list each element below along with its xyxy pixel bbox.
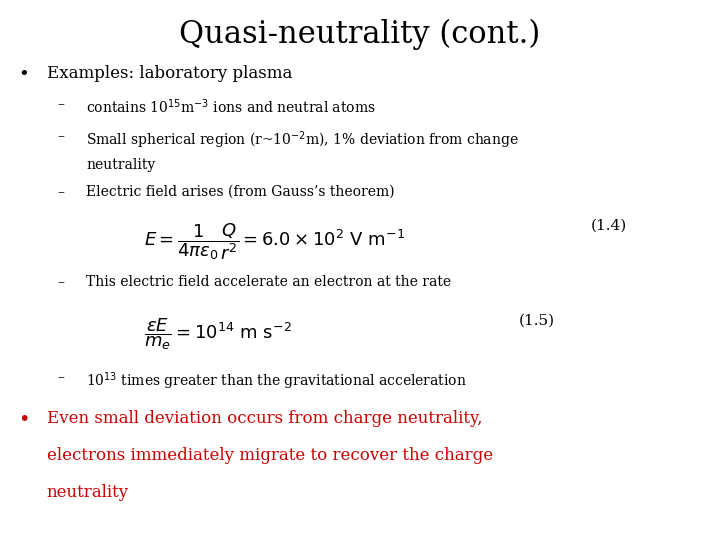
Text: electrons immediately migrate to recover the charge: electrons immediately migrate to recover…	[47, 447, 493, 464]
Text: •: •	[18, 410, 30, 429]
Text: Quasi-neutrality (cont.): Quasi-neutrality (cont.)	[179, 19, 541, 50]
Text: (1.4): (1.4)	[590, 219, 626, 233]
Text: Small spherical region (r~10$^{-2}$m), 1% deviation from change: Small spherical region (r~10$^{-2}$m), 1…	[86, 130, 519, 151]
Text: 10$^{13}$ times greater than the gravitational acceleration: 10$^{13}$ times greater than the gravita…	[86, 370, 467, 392]
Text: $\dfrac{\epsilon E}{m_e} = 10^{14}\ \mathrm{m\ s^{-2}}$: $\dfrac{\epsilon E}{m_e} = 10^{14}\ \mat…	[144, 316, 292, 352]
Text: Even small deviation occurs from charge neutrality,: Even small deviation occurs from charge …	[47, 410, 482, 427]
Text: –: –	[58, 370, 65, 384]
Text: –: –	[58, 185, 65, 199]
Text: neutrality: neutrality	[86, 158, 156, 172]
Text: $E = \dfrac{1}{4\pi\epsilon_0} \dfrac{Q}{r^2} = 6.0 \times 10^2\ \mathrm{V\ m^{-: $E = \dfrac{1}{4\pi\epsilon_0} \dfrac{Q}…	[144, 221, 405, 262]
Text: –: –	[58, 130, 65, 144]
Text: –: –	[58, 275, 65, 289]
Text: –: –	[58, 97, 65, 111]
Text: (1.5): (1.5)	[518, 313, 554, 327]
Text: This electric field accelerate an electron at the rate: This electric field accelerate an electr…	[86, 275, 451, 289]
Text: Examples: laboratory plasma: Examples: laboratory plasma	[47, 65, 292, 82]
Text: •: •	[18, 65, 29, 83]
Text: contains 10$^{15}$m$^{-3}$ ions and neutral atoms: contains 10$^{15}$m$^{-3}$ ions and neut…	[86, 97, 376, 116]
Text: neutrality: neutrality	[47, 484, 129, 501]
Text: Electric field arises (from Gauss’s theorem): Electric field arises (from Gauss’s theo…	[86, 185, 395, 199]
